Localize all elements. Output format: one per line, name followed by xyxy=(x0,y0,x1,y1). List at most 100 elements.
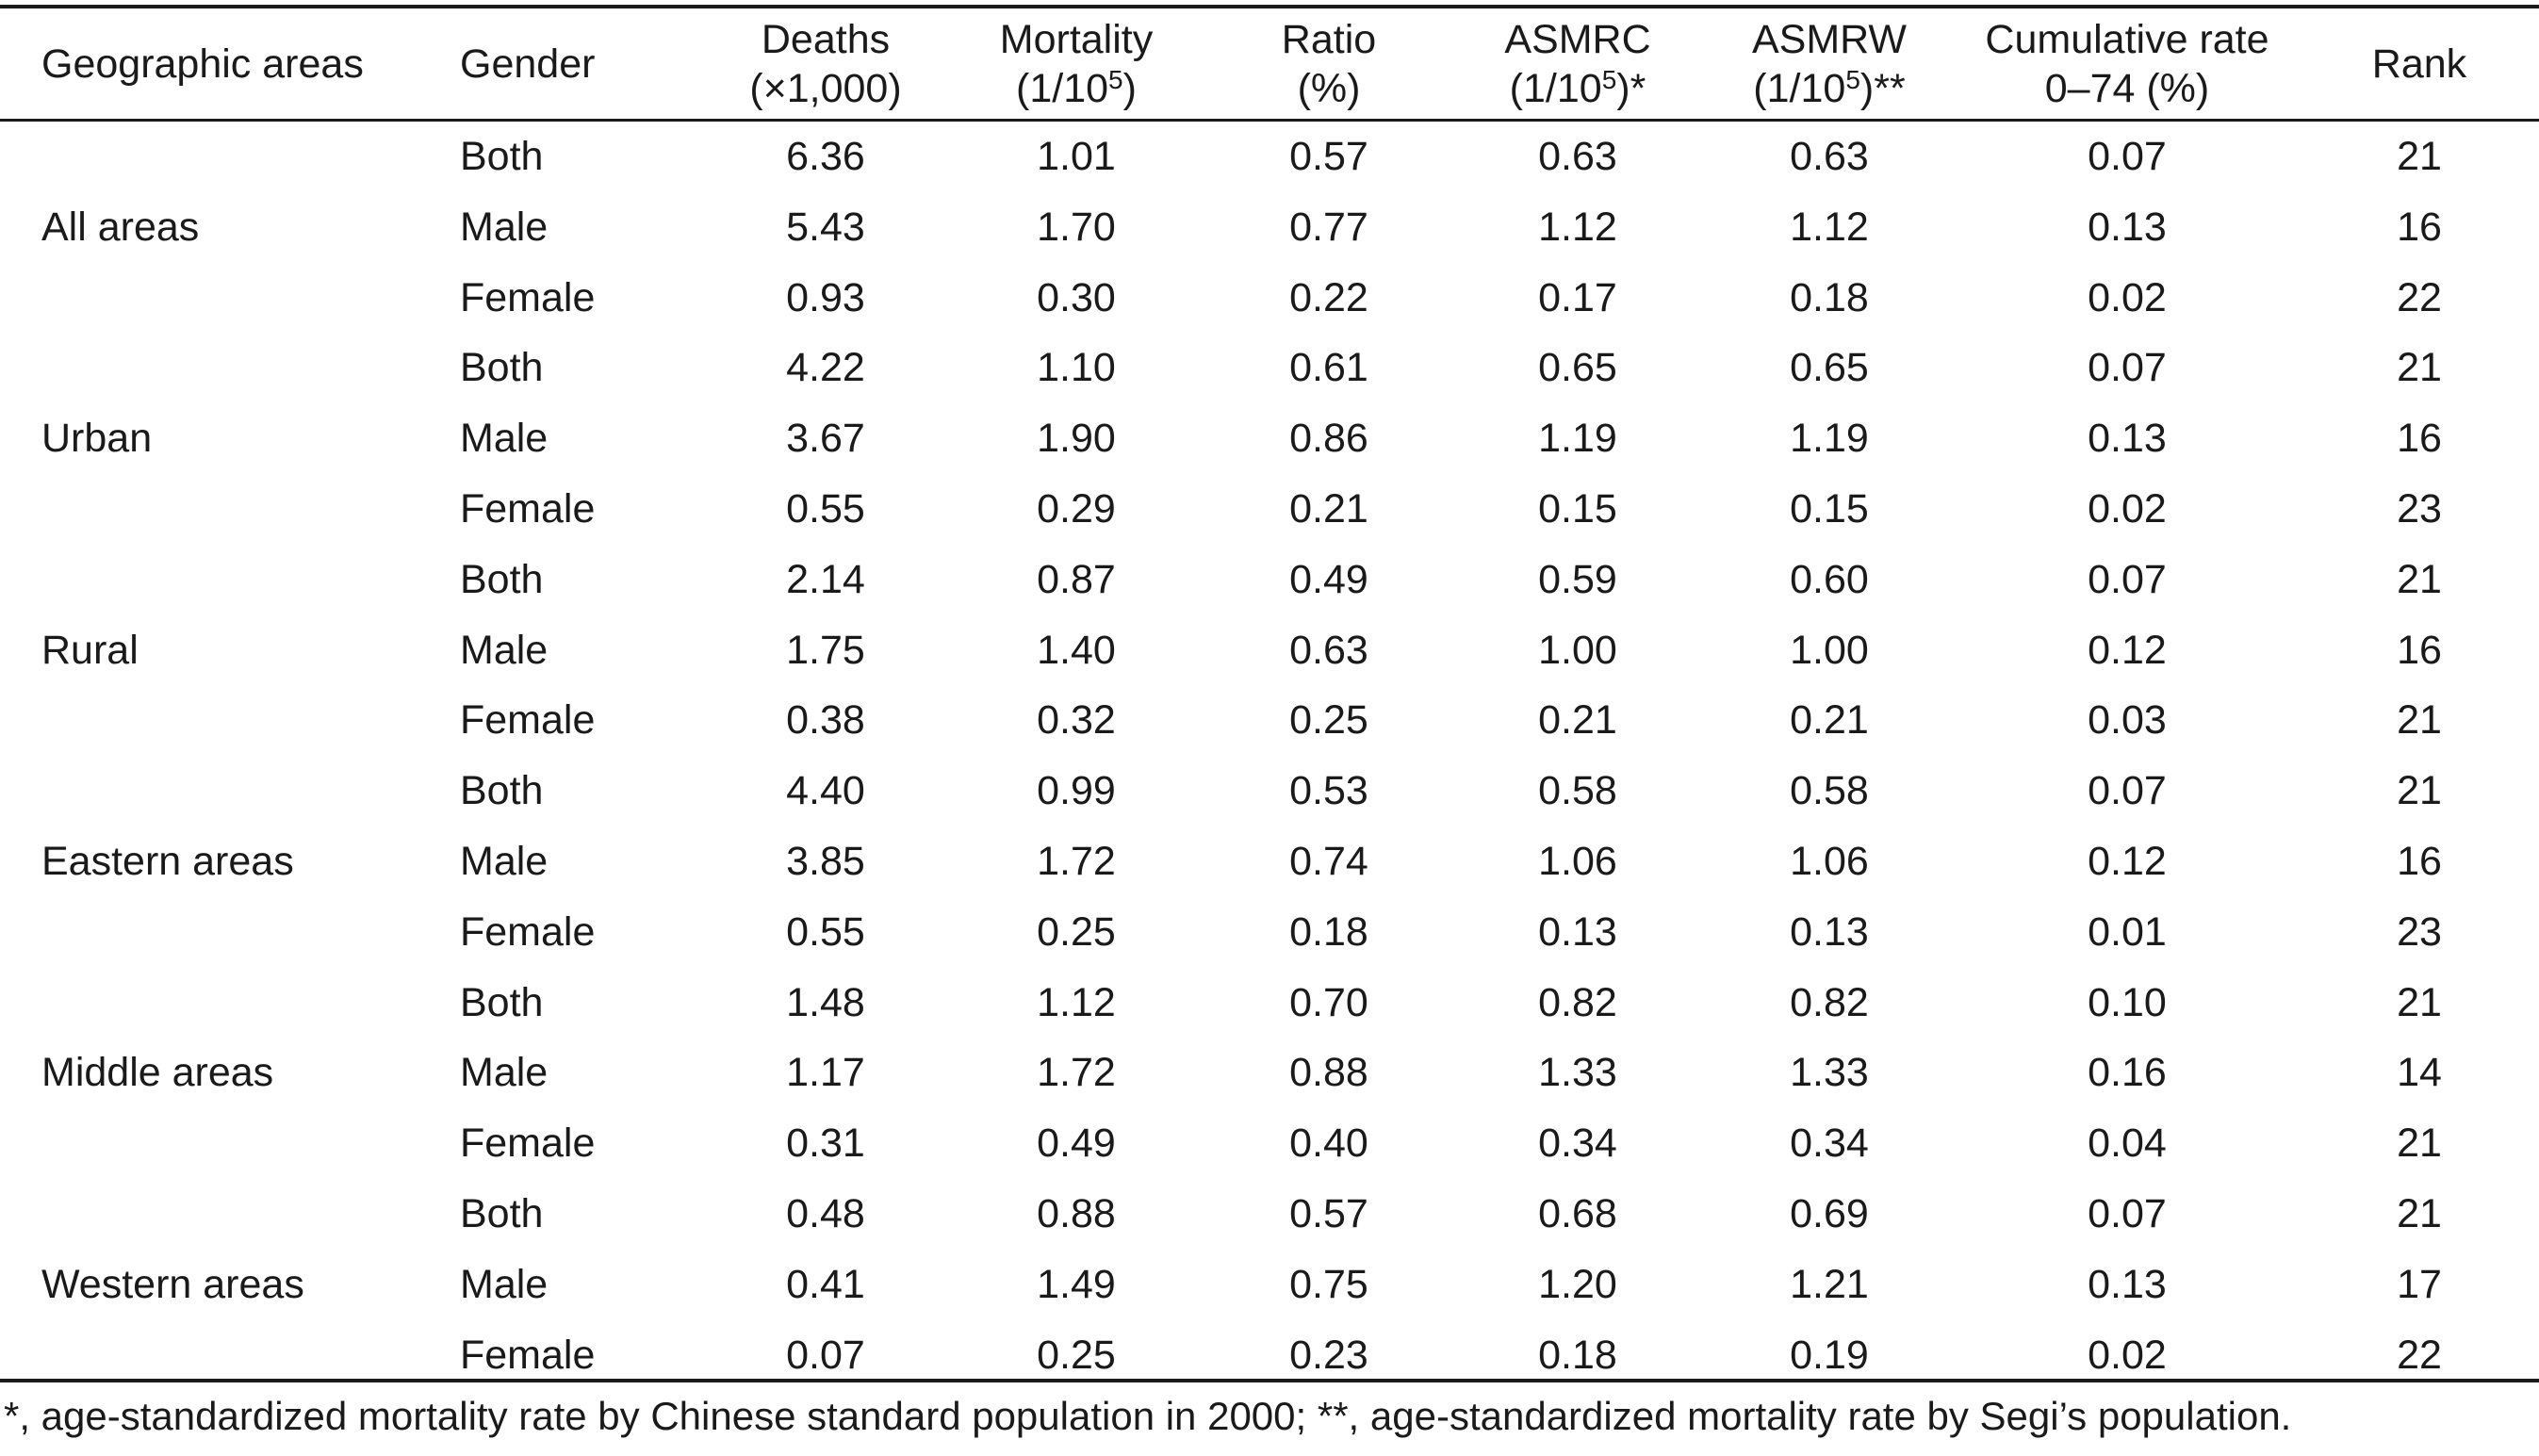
cell-deaths: 3.85 xyxy=(786,838,865,884)
header-asmrc-exponent: 5 xyxy=(1601,64,1617,94)
cell-asmrw: 0.60 xyxy=(1790,556,1869,602)
cell-gender: Female xyxy=(460,697,596,744)
cell-geographic-area: Western areas xyxy=(41,1261,304,1307)
cell-asmrw: 1.33 xyxy=(1790,1050,1869,1096)
cell-gender: Female xyxy=(460,908,596,955)
cell-asmrw: 0.63 xyxy=(1790,134,1869,179)
cell-ratio: 0.18 xyxy=(1289,908,1368,955)
table-row: Male 1.75 1.40 0.63 1.00 1.00 0.12 16 xyxy=(0,615,2539,686)
cell-gender: Male xyxy=(460,416,549,462)
cell-asmrw: 0.19 xyxy=(1790,1332,1869,1378)
header-asmrw-unit: (1/10 xyxy=(1753,65,1846,111)
cell-mortality: 1.72 xyxy=(1037,838,1116,884)
cell-gender: Male xyxy=(460,838,549,884)
cell-mortality: 0.32 xyxy=(1037,697,1116,744)
cell-mortality: 1.70 xyxy=(1037,204,1116,250)
cell-ratio: 0.57 xyxy=(1289,1190,1368,1236)
cell-asmrw: 1.00 xyxy=(1790,627,1869,673)
header-mortality-unit: (1/10 xyxy=(1016,65,1109,111)
cell-cumulative: 0.02 xyxy=(2088,485,2167,532)
cell-deaths: 0.38 xyxy=(786,697,865,744)
table-row: Female 0.38 0.32 0.25 0.21 0.21 0.03 21 xyxy=(0,685,2539,756)
header-cumulative-line2: 0–74 (%) xyxy=(2044,65,2210,111)
cell-mortality: 1.72 xyxy=(1037,1050,1116,1096)
cell-ratio: 0.53 xyxy=(1289,768,1368,814)
cell-mortality: 1.49 xyxy=(1037,1261,1116,1307)
table-row: Male 3.85 1.72 0.74 1.06 1.06 0.12 16 xyxy=(0,826,2539,897)
cell-deaths: 0.48 xyxy=(786,1190,865,1236)
cell-geographic-area: Eastern areas xyxy=(41,838,294,884)
table-row: Eastern areas Both 4.40 0.99 0.53 0.58 0.58 0.0… xyxy=(0,756,2539,884)
cell-asmrc: 0.34 xyxy=(1538,1121,1617,1167)
cell-asmrw: 0.21 xyxy=(1790,697,1869,744)
cell-asmrc: 0.65 xyxy=(1538,345,1617,391)
table-top-rule xyxy=(0,5,2539,8)
cell-asmrc: 0.17 xyxy=(1538,274,1617,320)
cell-cumulative: 0.04 xyxy=(2088,1121,2167,1167)
cell-asmrw: 0.69 xyxy=(1790,1190,1869,1236)
table-row: Male 0.41 1.49 0.75 1.20 1.21 0.13 17 xyxy=(0,1250,2539,1320)
cell-asmrc: 0.59 xyxy=(1538,556,1617,602)
cell-deaths: 0.41 xyxy=(786,1261,865,1307)
header-ratio-line2: (%) xyxy=(1297,65,1361,111)
cell-cumulative: 0.12 xyxy=(2088,838,2167,884)
table-header: Geographic areas Gender Deaths (×1,000) … xyxy=(0,8,2539,122)
cell-deaths: 4.40 xyxy=(786,768,865,814)
table-row: Male 1.17 1.72 0.88 1.33 1.33 0.16 14 xyxy=(0,1038,2539,1108)
cell-ratio: 0.63 xyxy=(1289,627,1368,673)
cell-asmrc: 1.12 xyxy=(1538,204,1617,250)
cell-ratio: 0.49 xyxy=(1289,556,1368,602)
cell-ratio: 0.70 xyxy=(1289,979,1368,1025)
cell-asmrc: 0.13 xyxy=(1538,908,1617,955)
cell-gender: Male xyxy=(460,1261,549,1307)
table-row: Male 3.67 1.90 0.86 1.19 1.19 0.13 16 xyxy=(0,403,2539,474)
header-gender: Gender xyxy=(460,41,596,87)
table-row: Female 0.07 0.25 0.23 0.18 0.19 0.02 22 xyxy=(0,1320,2539,1391)
cell-deaths: 1.75 xyxy=(786,627,865,673)
header-asmrw-unit-close: )** xyxy=(1859,65,1906,111)
mortality-table: Geographic areas Gender Deaths (×1,000) … xyxy=(0,8,2539,1390)
table-header-rule xyxy=(0,119,2539,122)
cell-deaths: 0.93 xyxy=(786,274,865,320)
cell-asmrc: 0.15 xyxy=(1538,485,1617,532)
cell-cumulative: 0.07 xyxy=(2088,556,2167,602)
cell-cumulative: 0.02 xyxy=(2088,274,2167,320)
table-row: Female 0.31 0.49 0.40 0.34 0.34 0.04 21 xyxy=(0,1108,2539,1179)
cell-mortality: 0.99 xyxy=(1037,768,1116,814)
cell-mortality: 0.49 xyxy=(1037,1121,1116,1167)
cell-rank: 23 xyxy=(2397,908,2442,955)
cell-cumulative: 0.10 xyxy=(2088,979,2167,1025)
table-body: All areas Both 6.36 1.01 0.57 0.63 0.63 0.07 21 M… xyxy=(0,122,2539,1390)
header-asmrw-line2: (1/105)** xyxy=(1704,64,1955,113)
cell-cumulative: 0.01 xyxy=(2088,908,2167,955)
cell-rank: 16 xyxy=(2397,838,2442,884)
cell-deaths: 0.55 xyxy=(786,485,865,532)
header-cumulative-line1: Cumulative rate xyxy=(1985,16,2269,62)
cell-asmrc: 1.00 xyxy=(1538,627,1617,673)
table-row: Western areas Both 0.48 0.88 0.57 0.68 0.69 0.0… xyxy=(0,1179,2539,1307)
header-asmrc-line2: (1/105)* xyxy=(1451,64,1704,113)
cell-gender: Female xyxy=(460,274,596,320)
header-asmrw-line1: ASMRW xyxy=(1751,16,1908,62)
cell-deaths: 1.17 xyxy=(786,1050,865,1096)
header-mortality-line2: (1/105) xyxy=(946,64,1206,113)
cell-cumulative: 0.12 xyxy=(2088,627,2167,673)
header-asmrc-line1: ASMRC xyxy=(1504,16,1651,62)
cell-rank: 21 xyxy=(2397,1121,2442,1167)
cell-ratio: 0.23 xyxy=(1289,1332,1368,1378)
cell-asmrw: 0.34 xyxy=(1790,1121,1869,1167)
table-footnote: *, age-standardized mortality rate by Ch… xyxy=(4,1394,2292,1438)
cell-rank: 21 xyxy=(2397,1190,2442,1236)
cell-asmrw: 0.58 xyxy=(1790,768,1869,814)
cell-ratio: 0.25 xyxy=(1289,697,1368,744)
cell-asmrw: 0.13 xyxy=(1790,908,1869,955)
table-row: Urban Both 4.22 1.10 0.61 0.65 0.65 0.07 21 xyxy=(0,333,2539,461)
cell-ratio: 0.86 xyxy=(1289,416,1368,462)
cell-rank: 21 xyxy=(2397,134,2442,179)
cell-deaths: 4.22 xyxy=(786,345,865,391)
cell-deaths: 0.31 xyxy=(786,1121,865,1167)
cell-ratio: 0.22 xyxy=(1289,274,1368,320)
cell-cumulative: 0.07 xyxy=(2088,1190,2167,1236)
cell-asmrc: 0.58 xyxy=(1538,768,1617,814)
